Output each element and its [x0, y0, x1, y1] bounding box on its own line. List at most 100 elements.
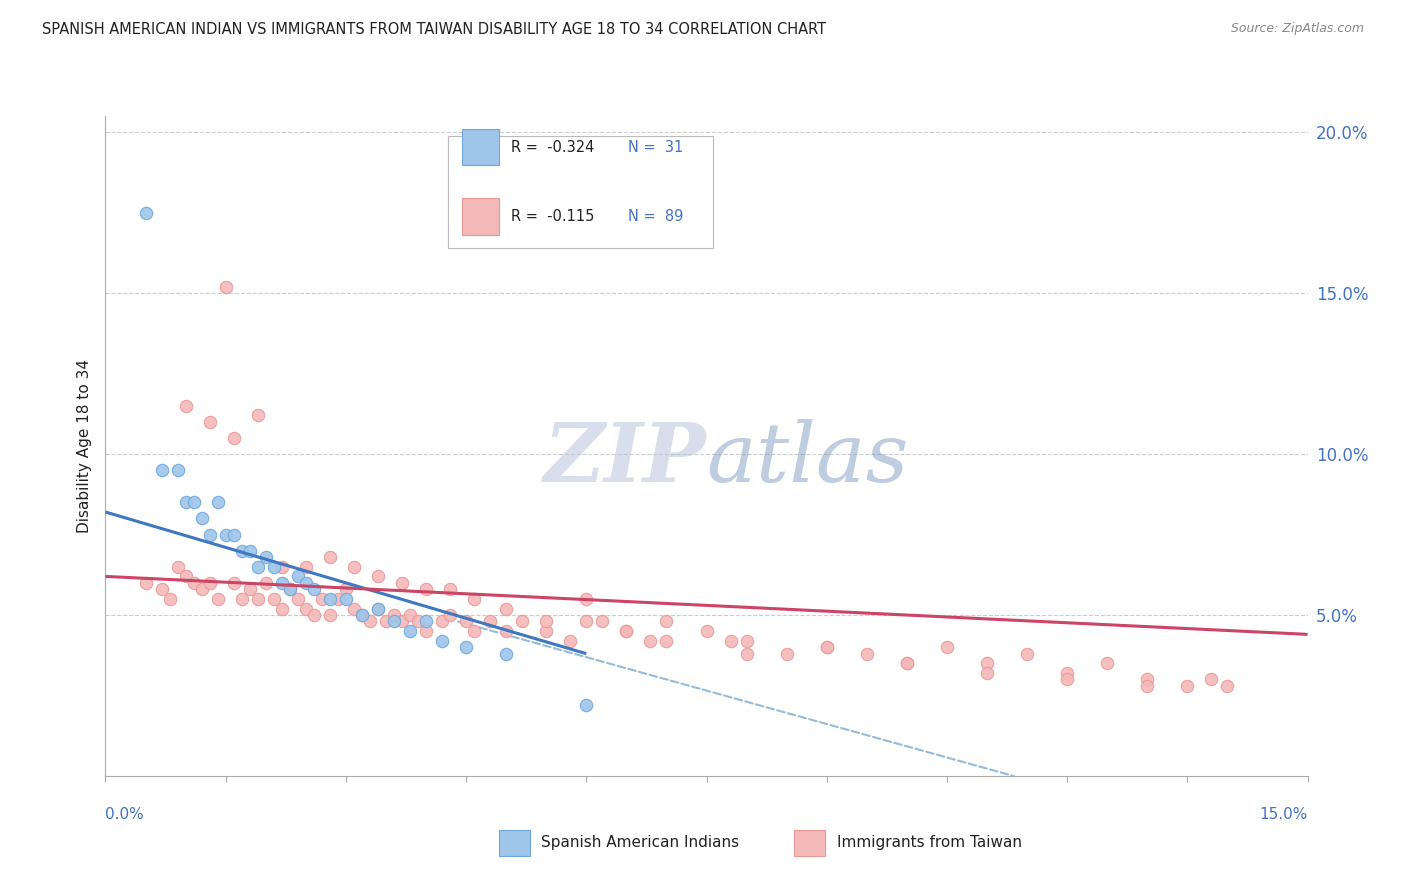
Point: [174, 495, 197, 509]
Point: [270, 575, 292, 590]
Point: [896, 657, 918, 671]
Point: [239, 543, 262, 558]
Point: [560, 633, 582, 648]
Point: [735, 633, 758, 648]
Point: [295, 559, 318, 574]
Point: [495, 601, 517, 615]
Point: [406, 615, 429, 629]
Point: [207, 591, 229, 606]
Point: [311, 591, 333, 606]
Point: [1136, 673, 1159, 687]
Point: [343, 559, 366, 574]
Point: [350, 608, 373, 623]
Point: [222, 527, 245, 541]
Point: [735, 647, 758, 661]
Text: ZIP: ZIP: [544, 419, 707, 500]
Point: [510, 615, 533, 629]
Point: [350, 608, 373, 623]
Point: [278, 582, 301, 597]
Point: [319, 550, 342, 565]
Point: [391, 575, 413, 590]
Point: [287, 569, 309, 583]
Text: Source: ZipAtlas.com: Source: ZipAtlas.com: [1230, 22, 1364, 36]
Point: [135, 205, 157, 219]
Point: [430, 633, 453, 648]
Point: [382, 615, 405, 629]
Point: [190, 582, 212, 597]
Point: [1056, 665, 1078, 680]
Point: [335, 582, 357, 597]
Point: [1017, 647, 1039, 661]
Point: [640, 633, 662, 648]
Point: [198, 575, 221, 590]
Point: [815, 640, 838, 655]
Point: [295, 575, 318, 590]
Point: [720, 633, 742, 648]
Point: [815, 640, 838, 655]
Point: [454, 640, 477, 655]
Point: [367, 601, 389, 615]
Point: [287, 591, 309, 606]
Point: [616, 624, 638, 639]
Point: [591, 615, 613, 629]
Point: [343, 601, 366, 615]
Point: [270, 559, 292, 574]
Text: 15.0%: 15.0%: [1260, 807, 1308, 822]
Text: Spanish American Indians: Spanish American Indians: [541, 836, 740, 850]
Point: [319, 591, 342, 606]
Point: [575, 698, 598, 713]
Point: [495, 647, 517, 661]
Point: [399, 608, 422, 623]
Point: [295, 601, 318, 615]
Point: [183, 495, 205, 509]
Point: [696, 624, 718, 639]
Point: [270, 601, 292, 615]
Point: [239, 582, 262, 597]
Point: [616, 624, 638, 639]
Point: [399, 624, 422, 639]
Point: [655, 633, 678, 648]
Text: R =  -0.115: R = -0.115: [510, 209, 593, 224]
Point: [1097, 657, 1119, 671]
Point: [159, 591, 181, 606]
Point: [135, 575, 157, 590]
Point: [896, 657, 918, 671]
Point: [495, 624, 517, 639]
Point: [302, 608, 325, 623]
FancyBboxPatch shape: [449, 136, 713, 248]
Point: [415, 624, 437, 639]
Point: [1201, 673, 1223, 687]
Point: [214, 279, 236, 293]
Point: [198, 527, 221, 541]
Point: [174, 569, 197, 583]
Point: [415, 582, 437, 597]
Point: [254, 550, 277, 565]
Point: [936, 640, 959, 655]
Text: 0.0%: 0.0%: [105, 807, 145, 822]
Point: [302, 582, 325, 597]
Point: [534, 624, 557, 639]
Point: [166, 559, 188, 574]
Point: [278, 582, 301, 597]
Point: [231, 543, 253, 558]
Point: [254, 575, 277, 590]
Text: Immigrants from Taiwan: Immigrants from Taiwan: [837, 836, 1022, 850]
Point: [367, 601, 389, 615]
Point: [976, 657, 998, 671]
Point: [207, 495, 229, 509]
Point: [263, 591, 285, 606]
Point: [1177, 679, 1199, 693]
Point: [382, 608, 405, 623]
Point: [231, 591, 253, 606]
Point: [263, 559, 285, 574]
Point: [150, 463, 173, 477]
Point: [150, 582, 173, 597]
Point: [319, 608, 342, 623]
Point: [246, 559, 269, 574]
Point: [367, 569, 389, 583]
Point: [246, 591, 269, 606]
Text: atlas: atlas: [707, 419, 908, 500]
Point: [575, 591, 598, 606]
Point: [976, 665, 998, 680]
Point: [479, 615, 502, 629]
